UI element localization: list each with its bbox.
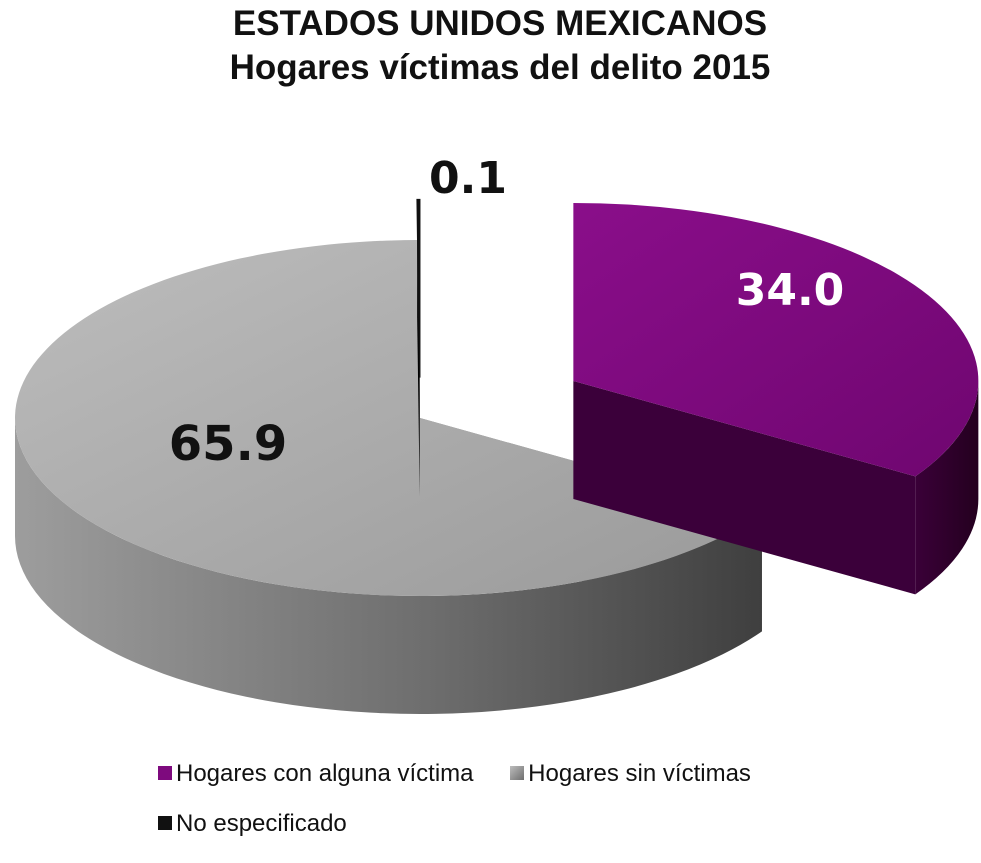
pie-slice-top xyxy=(416,198,421,378)
data-label: 34.0 xyxy=(736,265,845,316)
legend-swatch xyxy=(158,766,172,780)
legend-row-2: No especificado xyxy=(158,810,377,838)
data-label: 0.1 xyxy=(429,153,507,204)
legend-swatch xyxy=(510,766,525,780)
legend-swatch xyxy=(158,816,172,830)
chart-title: ESTADOS UNIDOS MEXICANOS xyxy=(232,4,768,43)
pie-slice xyxy=(416,198,421,496)
chart-subtitle: Hogares víctimas del delito 2015 xyxy=(229,48,771,87)
legend-item: Hogares sin víctimas xyxy=(510,760,751,788)
legend-item: Hogares con alguna víctima xyxy=(158,760,474,788)
pie-slice-top xyxy=(573,202,979,477)
legend-row-1: Hogares con alguna víctima Hogares sin v… xyxy=(158,760,781,788)
legend-label: Hogares con alguna víctima xyxy=(176,760,474,787)
legend-label: Hogares sin víctimas xyxy=(528,760,751,787)
pie-slice-side xyxy=(915,380,979,595)
pie-slice-edge xyxy=(573,380,916,595)
legend-item: No especificado xyxy=(158,810,347,838)
pie-slice xyxy=(15,240,762,714)
pie-slice-top xyxy=(15,240,762,596)
data-label: 65.9 xyxy=(169,416,287,472)
legend-label: No especificado xyxy=(176,810,347,837)
pie-slice xyxy=(573,202,979,595)
pie-slice-side xyxy=(15,418,762,714)
